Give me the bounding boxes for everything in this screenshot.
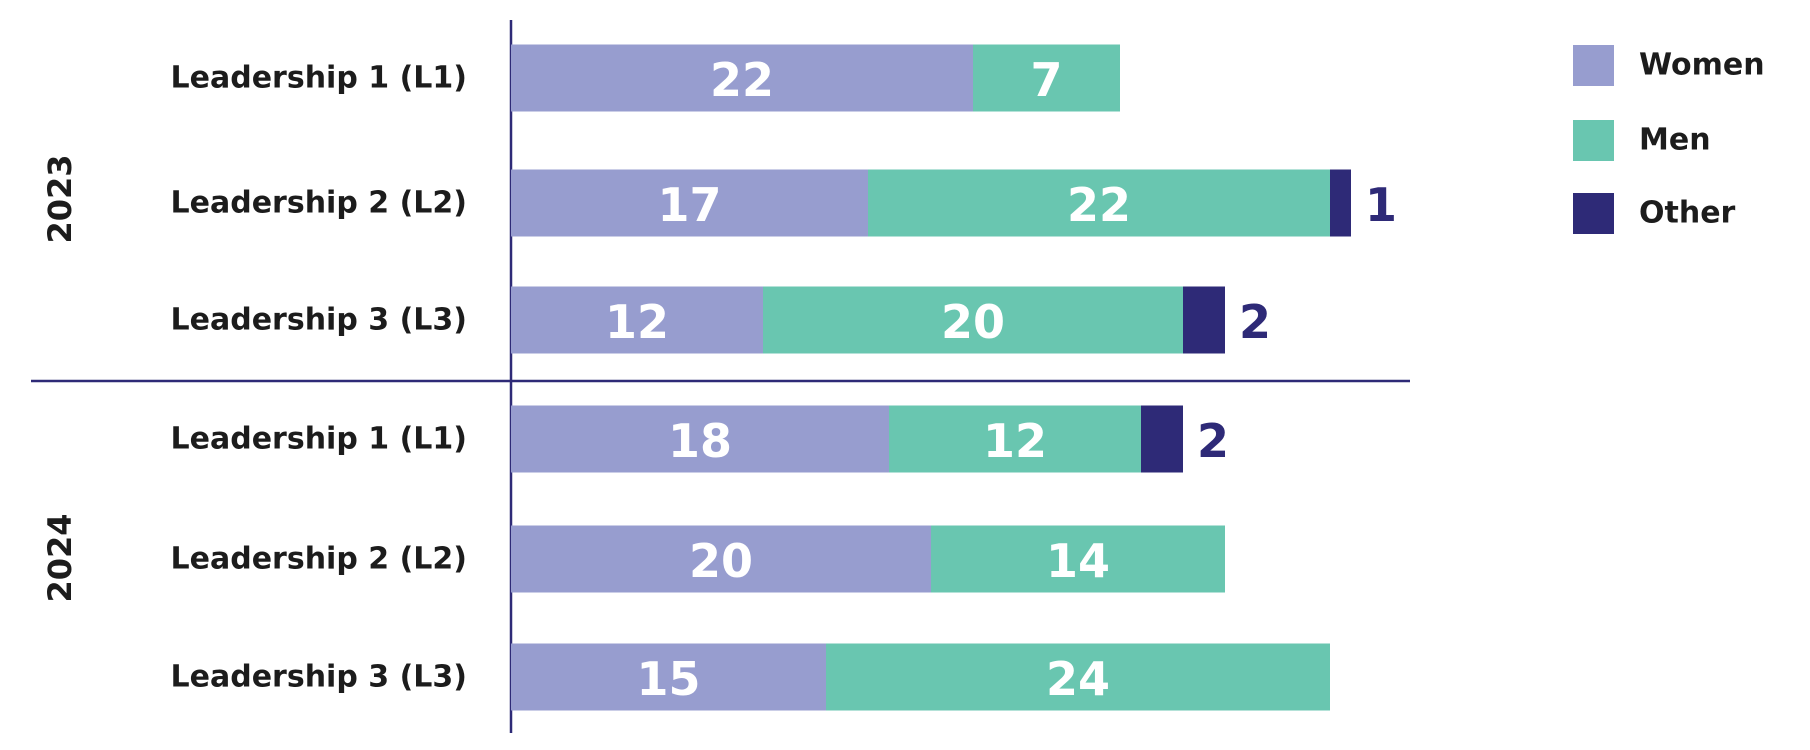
value-label: 2 xyxy=(1197,414,1229,468)
bar-segment xyxy=(511,405,889,473)
value-label: 20 xyxy=(941,295,1005,349)
legend-swatch xyxy=(1573,45,1614,86)
category-label: Leadership 2 (L2) xyxy=(171,186,467,221)
category-label: Leadership 3 (L3) xyxy=(171,660,467,695)
bar-segment xyxy=(511,643,826,711)
value-label: 1 xyxy=(1365,178,1397,232)
bar-segment xyxy=(826,643,1330,711)
value-label: 20 xyxy=(689,534,753,588)
bar-segment xyxy=(973,44,1120,112)
bar-segment xyxy=(889,405,1141,473)
bar-segment xyxy=(763,286,1183,354)
bar-segment xyxy=(931,525,1225,593)
value-label: 22 xyxy=(710,53,774,107)
category-label: Leadership 3 (L3) xyxy=(171,303,467,338)
value-label: 18 xyxy=(668,414,732,468)
legend-swatch xyxy=(1573,120,1614,161)
value-label: 14 xyxy=(1046,534,1110,588)
legend-label: Men xyxy=(1639,123,1711,158)
group-label: 2023 xyxy=(41,154,79,243)
bar-segment xyxy=(1141,405,1183,473)
category-label: Leadership 1 (L1) xyxy=(171,422,467,457)
value-label: 12 xyxy=(605,295,669,349)
legend-swatch xyxy=(1573,193,1614,234)
value-label: 22 xyxy=(1067,178,1131,232)
value-label: 12 xyxy=(983,414,1047,468)
group-label: 2024 xyxy=(41,513,79,602)
bar-segment xyxy=(511,286,763,354)
bar-segment xyxy=(1183,286,1225,354)
bar-segment xyxy=(1330,169,1351,237)
bar-segment xyxy=(868,169,1330,237)
value-label: 7 xyxy=(1030,53,1062,107)
legend-label: Women xyxy=(1639,48,1765,83)
value-label: 24 xyxy=(1046,652,1110,706)
legend-label: Other xyxy=(1639,196,1736,231)
value-label: 15 xyxy=(636,652,700,706)
category-label: Leadership 1 (L1) xyxy=(171,61,467,96)
category-label: Leadership 2 (L2) xyxy=(171,542,467,577)
bar-segment xyxy=(511,44,973,112)
bar-segment xyxy=(511,169,868,237)
value-label: 2 xyxy=(1239,295,1271,349)
value-label: 17 xyxy=(657,178,721,232)
bar-segment xyxy=(511,525,931,593)
